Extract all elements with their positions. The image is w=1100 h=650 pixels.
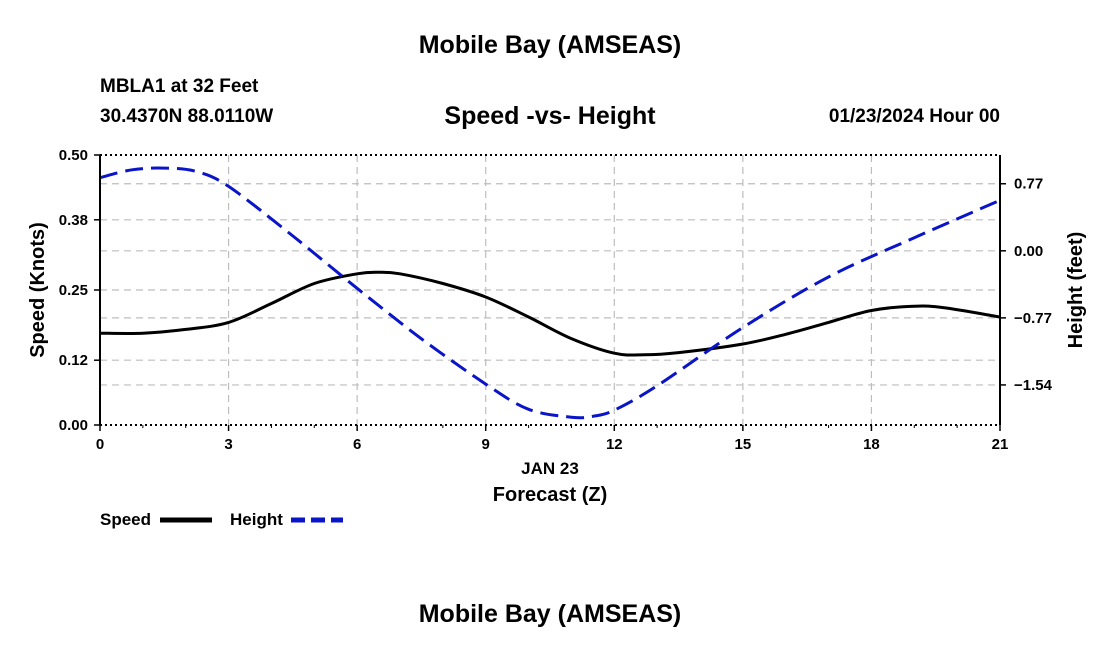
y-left-axis-label: Speed (Knots) [27, 222, 49, 358]
y-right-tick-label: −0.77 [1014, 310, 1052, 327]
y-right-tick-label: 0.00 [1014, 243, 1043, 260]
repeated-chart-title: Mobile Bay (AMSEAS) [418, 600, 682, 628]
x-tick-label: 9 [482, 436, 490, 453]
chart-title: Mobile Bay (AMSEAS) [418, 31, 682, 59]
coordinates-label: 30.4370N 88.0110W [100, 106, 274, 127]
y-left-tick-label: 0.38 [59, 212, 88, 229]
x-axis-label: Forecast (Z) [493, 484, 607, 506]
height-series-line [99, 166, 1001, 420]
grid [100, 155, 1000, 425]
plot-frame [99, 154, 1001, 426]
x-date-label: JAN 23 [521, 459, 579, 478]
station-label: MBLA1 at 32 Feet [100, 76, 259, 97]
series-layer [99, 166, 1001, 420]
x-tick-label: 12 [606, 436, 623, 453]
y-right-tick-label: 0.77 [1014, 176, 1043, 193]
x-tick-label: 21 [992, 436, 1009, 453]
y-left-tick-label: 0.25 [59, 282, 88, 299]
forecast-datetime: 01/23/2024 Hour 00 [828, 106, 1000, 127]
axis-ticks: 0 3 6 9 12 15 18 21 0.00 0.12 0.25 0.38 0.50 −1.54 −0.… [59, 147, 1053, 453]
x-tick-label: 15 [735, 436, 752, 453]
y-right-axis-label: Height (feet) [1065, 232, 1087, 349]
y-left-tick-label: 0.50 [59, 147, 88, 164]
x-tick-label: 18 [863, 436, 880, 453]
y-left-tick-label: 0.00 [59, 417, 88, 434]
speed-series-line [99, 270, 1001, 357]
axis-labels: JAN 23 Forecast (Z) Speed (Knots) Height… [27, 222, 1087, 506]
x-tick-label: 6 [353, 436, 361, 453]
legend-speed-label: Speed [100, 510, 151, 529]
y-left-tick-label: 0.12 [59, 352, 88, 369]
x-tick-label: 3 [224, 436, 232, 453]
legend-height-label: Height [230, 510, 283, 529]
x-tick-label: 0 [96, 436, 104, 453]
legend: Speed Height [100, 510, 343, 529]
chart-subtitle: Speed -vs- Height [444, 102, 656, 130]
y-right-tick-label: −1.54 [1014, 377, 1053, 394]
